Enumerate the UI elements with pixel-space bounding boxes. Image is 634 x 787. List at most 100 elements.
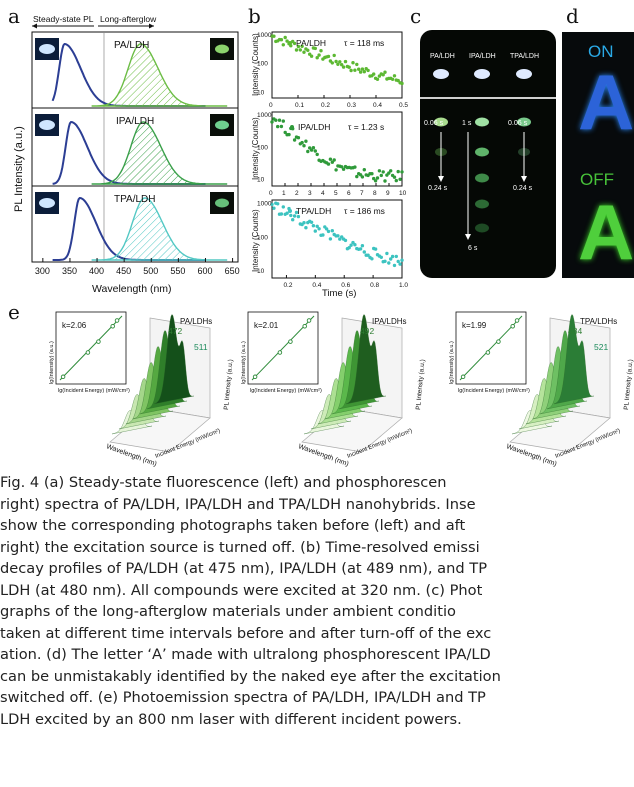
decay-point bbox=[360, 67, 365, 71]
b-x-tick-label: 10 bbox=[399, 190, 407, 197]
e-peak-label: 492 bbox=[360, 326, 374, 336]
decay-point bbox=[276, 124, 280, 129]
decay-point bbox=[347, 65, 351, 69]
decay-point bbox=[336, 234, 340, 238]
decay-point bbox=[396, 259, 400, 264]
caption-line: switched off. (e) Photoemission spectra … bbox=[0, 689, 486, 706]
decay-point bbox=[279, 38, 284, 42]
decay-point bbox=[272, 206, 276, 210]
decay-point bbox=[396, 169, 400, 174]
decay-point bbox=[400, 258, 404, 262]
decay-point bbox=[276, 202, 280, 206]
decay-point bbox=[347, 246, 351, 250]
decay-point bbox=[283, 35, 287, 40]
decay-point bbox=[321, 233, 325, 237]
decay-point bbox=[381, 73, 385, 77]
decay-point bbox=[292, 214, 297, 218]
decay-point bbox=[400, 81, 404, 86]
panel-c: c PA/LDH IPA/LDH TPA/LDH 0.06 s 0.24 s 1… bbox=[410, 0, 560, 290]
decay-point bbox=[270, 120, 274, 124]
e-inset-point bbox=[302, 323, 307, 329]
e-inset-point bbox=[510, 323, 515, 329]
caption-line: right) spectra of PA/LDH, IPA/LDH and TP… bbox=[0, 495, 476, 513]
e-inset-point bbox=[485, 350, 491, 355]
e-inset-xlabel: lg(Incident Energy) (mW/cm²) bbox=[250, 388, 322, 394]
phosphorescence-curve bbox=[91, 43, 228, 107]
glow-ipa-after bbox=[215, 120, 229, 130]
e-inset-slope: k=2.06 bbox=[62, 321, 87, 330]
e-peak-label: 511 bbox=[194, 342, 208, 352]
e-plot-title: TPA/LDHs bbox=[580, 317, 617, 326]
decay-point bbox=[330, 160, 334, 164]
caption-line: graphs of the long-afterglow materials u… bbox=[0, 603, 456, 620]
b-x-tick-label: 3 bbox=[308, 190, 312, 197]
caption-line: LDH excited by an 800 nm laser with diff… bbox=[0, 710, 462, 728]
c-time-ipa-end: 6 s bbox=[468, 245, 478, 252]
decay-point bbox=[334, 168, 338, 172]
decay-point bbox=[353, 165, 357, 169]
decay-point bbox=[309, 148, 314, 152]
decay-point bbox=[377, 169, 382, 173]
b-legend-marker-ipa bbox=[290, 125, 294, 129]
b-x-tick-label: 0.4 bbox=[312, 282, 321, 289]
decay-point bbox=[281, 205, 285, 209]
decay-point bbox=[400, 170, 404, 174]
decay-point bbox=[315, 152, 319, 157]
e-inset-point bbox=[288, 339, 293, 344]
caption-line: taken at different time intervals before… bbox=[0, 624, 492, 642]
glow-tpa-before bbox=[39, 198, 55, 208]
c-sample-pa-t1 bbox=[434, 117, 448, 127]
b-tau-pa: τ = 118 ms bbox=[344, 38, 384, 48]
b-y-tick-label: 10 bbox=[257, 89, 265, 96]
panel-a-ylabel: PL Intensity (a.u.) bbox=[13, 126, 25, 212]
e-inset-point bbox=[85, 350, 91, 355]
c-sample-ipa-t5 bbox=[475, 223, 489, 233]
b-ylabel-2: Intensity (Counts) bbox=[251, 117, 260, 180]
decay-point bbox=[277, 118, 282, 122]
b-xlabel: Time (s) bbox=[322, 288, 356, 299]
decay-point bbox=[283, 130, 287, 135]
b-label-ipa: IPA/LDH bbox=[298, 122, 330, 132]
b-y-tick-label: 1000 bbox=[257, 32, 272, 39]
a-x-tick-label: 450 bbox=[116, 266, 131, 276]
decay-point bbox=[309, 220, 314, 224]
e-peak-label: 521 bbox=[594, 342, 608, 352]
e-spectrum bbox=[553, 314, 595, 405]
decay-point bbox=[383, 70, 387, 74]
d-letter-off: A bbox=[578, 188, 634, 276]
b-x-tick-label: 4 bbox=[321, 190, 325, 197]
decay-point bbox=[392, 263, 397, 268]
decay-point bbox=[366, 68, 370, 73]
e-inset-xlabel: lg(Incident Energy) (mW/cm²) bbox=[458, 388, 530, 394]
decay-point bbox=[338, 237, 342, 241]
decay-point bbox=[355, 62, 359, 67]
decay-point bbox=[291, 218, 295, 222]
e-inset-point bbox=[252, 374, 258, 380]
a-x-tick-label: 650 bbox=[225, 266, 240, 276]
panel-letter-b: b bbox=[248, 4, 261, 28]
e-inset-ylabel: lg(Intensity) (a.u.) bbox=[49, 341, 55, 384]
b-label-tpa: TPA/LDH bbox=[296, 206, 331, 216]
e-peak-label: 484 bbox=[568, 326, 582, 336]
decay-point bbox=[373, 247, 378, 251]
c-time-tpa-start: 0.06 s bbox=[508, 120, 528, 127]
glow-pa-after bbox=[215, 44, 229, 54]
decay-point bbox=[324, 227, 329, 231]
decay-point bbox=[328, 237, 333, 241]
panel-d: d ON A OFF A bbox=[560, 0, 634, 290]
decay-point bbox=[387, 171, 391, 175]
e-inset-point bbox=[514, 318, 520, 323]
decay-point bbox=[381, 170, 385, 174]
b-x-tick-label: 0.4 bbox=[373, 102, 382, 109]
b-x-tick-label: 8 bbox=[373, 190, 377, 197]
e-inset-point bbox=[96, 339, 101, 344]
e-axis-pl: PL Intensity (a.u.) bbox=[415, 359, 426, 410]
decay-point bbox=[349, 243, 353, 247]
decay-point bbox=[302, 221, 306, 225]
decay-point bbox=[279, 212, 284, 216]
decay-point bbox=[340, 165, 344, 169]
panel-letter-c: c bbox=[410, 4, 422, 28]
panel-letter-d: d bbox=[566, 4, 579, 28]
c-top-label-ipa: IPA/LDH bbox=[469, 53, 496, 60]
